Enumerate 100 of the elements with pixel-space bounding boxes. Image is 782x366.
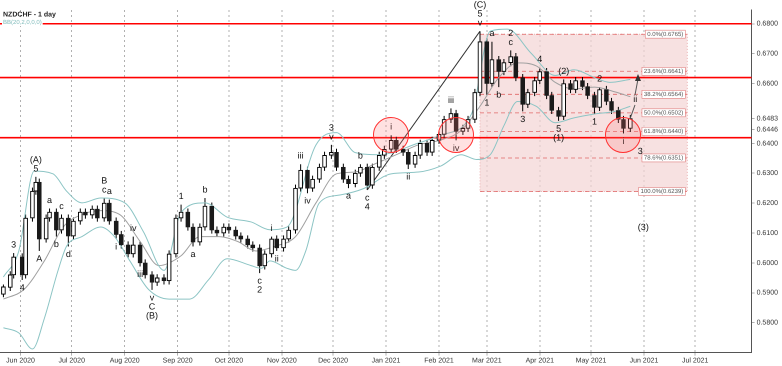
annotation: iv bbox=[452, 142, 460, 153]
annotation: 5 bbox=[556, 123, 562, 134]
candlestick bbox=[573, 76, 578, 94]
annotation: (B) bbox=[146, 310, 158, 320]
candlestick bbox=[209, 202, 214, 234]
annotation: iii bbox=[448, 94, 454, 105]
annotation: i bbox=[390, 122, 392, 132]
candlestick bbox=[233, 226, 238, 240]
annotation: 4 bbox=[537, 54, 542, 64]
candlestick bbox=[130, 236, 136, 258]
annotation: iv bbox=[130, 223, 137, 234]
candlestick bbox=[502, 58, 506, 76]
annotation: b bbox=[54, 239, 59, 250]
annotation: i bbox=[115, 241, 118, 252]
candlestick bbox=[544, 67, 549, 100]
candlestick bbox=[549, 91, 554, 115]
candlestick bbox=[178, 204, 184, 222]
candlestick bbox=[525, 88, 530, 109]
annotation: (3) bbox=[638, 222, 649, 232]
candlestick bbox=[154, 274, 160, 286]
candlestick bbox=[585, 82, 590, 100]
candlestick bbox=[604, 85, 609, 106]
annotation: c bbox=[257, 276, 262, 286]
annotation: b bbox=[358, 150, 363, 161]
candlestick bbox=[580, 76, 585, 91]
candlestick bbox=[628, 114, 633, 132]
candlestick bbox=[250, 240, 256, 252]
candlestick bbox=[190, 222, 196, 247]
candlestick bbox=[310, 175, 315, 192]
candlestick bbox=[245, 234, 250, 250]
annotation: iv bbox=[304, 196, 312, 206]
annotation: c bbox=[59, 200, 64, 211]
annotation: a bbox=[489, 28, 494, 38]
annotation: v bbox=[150, 292, 155, 302]
annotation: d bbox=[66, 248, 71, 259]
annotation: 3 bbox=[328, 122, 334, 132]
annotation: (C) bbox=[474, 0, 486, 10]
annotation: b bbox=[202, 184, 208, 195]
annotation: iii bbox=[298, 150, 304, 161]
candlestick bbox=[118, 230, 124, 250]
candlestick bbox=[490, 41, 494, 88]
annotation: 1 bbox=[178, 191, 184, 202]
candlestick bbox=[214, 226, 220, 238]
annotation: a bbox=[106, 186, 112, 196]
candlestick bbox=[138, 240, 142, 267]
annotation: c bbox=[102, 184, 107, 195]
annotation: 2 bbox=[257, 284, 262, 295]
candlestick bbox=[202, 198, 208, 232]
annotation: ii bbox=[633, 94, 638, 104]
candlestick bbox=[609, 97, 614, 115]
annotation: 1 bbox=[484, 97, 490, 108]
candlestick bbox=[90, 205, 95, 220]
annotation: (A) bbox=[30, 154, 42, 164]
candlestick bbox=[508, 50, 514, 67]
annotation: i bbox=[270, 223, 273, 234]
candlestick bbox=[198, 222, 202, 246]
candlestick bbox=[370, 163, 375, 190]
annotation: A bbox=[36, 253, 42, 264]
annotation: ii bbox=[406, 172, 410, 182]
candlestick bbox=[597, 86, 602, 112]
annotation: B bbox=[101, 176, 108, 186]
annotation: 4 bbox=[20, 282, 25, 292]
candlestick bbox=[262, 250, 268, 270]
annotation: 3 bbox=[638, 146, 643, 156]
annotation: c bbox=[508, 36, 514, 47]
candlestick bbox=[1, 284, 6, 298]
candlestick bbox=[186, 208, 190, 232]
candlestick bbox=[102, 198, 107, 222]
annotation: 3 bbox=[520, 114, 526, 124]
annotation: (2) bbox=[558, 66, 570, 76]
annotation: a bbox=[346, 190, 351, 201]
line-series bbox=[2, 28, 631, 278]
annotation: iii bbox=[137, 268, 144, 279]
candlestick bbox=[78, 208, 83, 226]
candlestick bbox=[238, 232, 244, 244]
candlestick bbox=[430, 136, 434, 156]
annotation: a bbox=[190, 248, 196, 259]
annotation: a bbox=[47, 194, 52, 205]
candlestick bbox=[281, 234, 286, 252]
annotation: 5 bbox=[33, 163, 38, 174]
candlestick bbox=[114, 216, 118, 240]
annotation: C bbox=[148, 301, 156, 312]
annotation: 4 bbox=[364, 201, 370, 212]
candlestick bbox=[616, 106, 621, 124]
candlestick bbox=[532, 76, 537, 97]
candlestick bbox=[142, 258, 148, 279]
candlestick bbox=[448, 108, 454, 124]
candlestick bbox=[59, 214, 64, 234]
annotation: c bbox=[365, 192, 370, 202]
annotation: i bbox=[622, 136, 624, 146]
annotation: b bbox=[496, 90, 502, 100]
candlestick bbox=[269, 236, 274, 258]
annotation: ii bbox=[274, 253, 279, 264]
candlestick bbox=[286, 226, 292, 244]
annotation: 1 bbox=[592, 116, 597, 127]
annotation: 5 bbox=[477, 8, 482, 19]
candlestick bbox=[71, 216, 76, 240]
annotation: 3 bbox=[11, 240, 16, 250]
candlestick bbox=[221, 222, 226, 238]
candlestick bbox=[537, 67, 542, 85]
